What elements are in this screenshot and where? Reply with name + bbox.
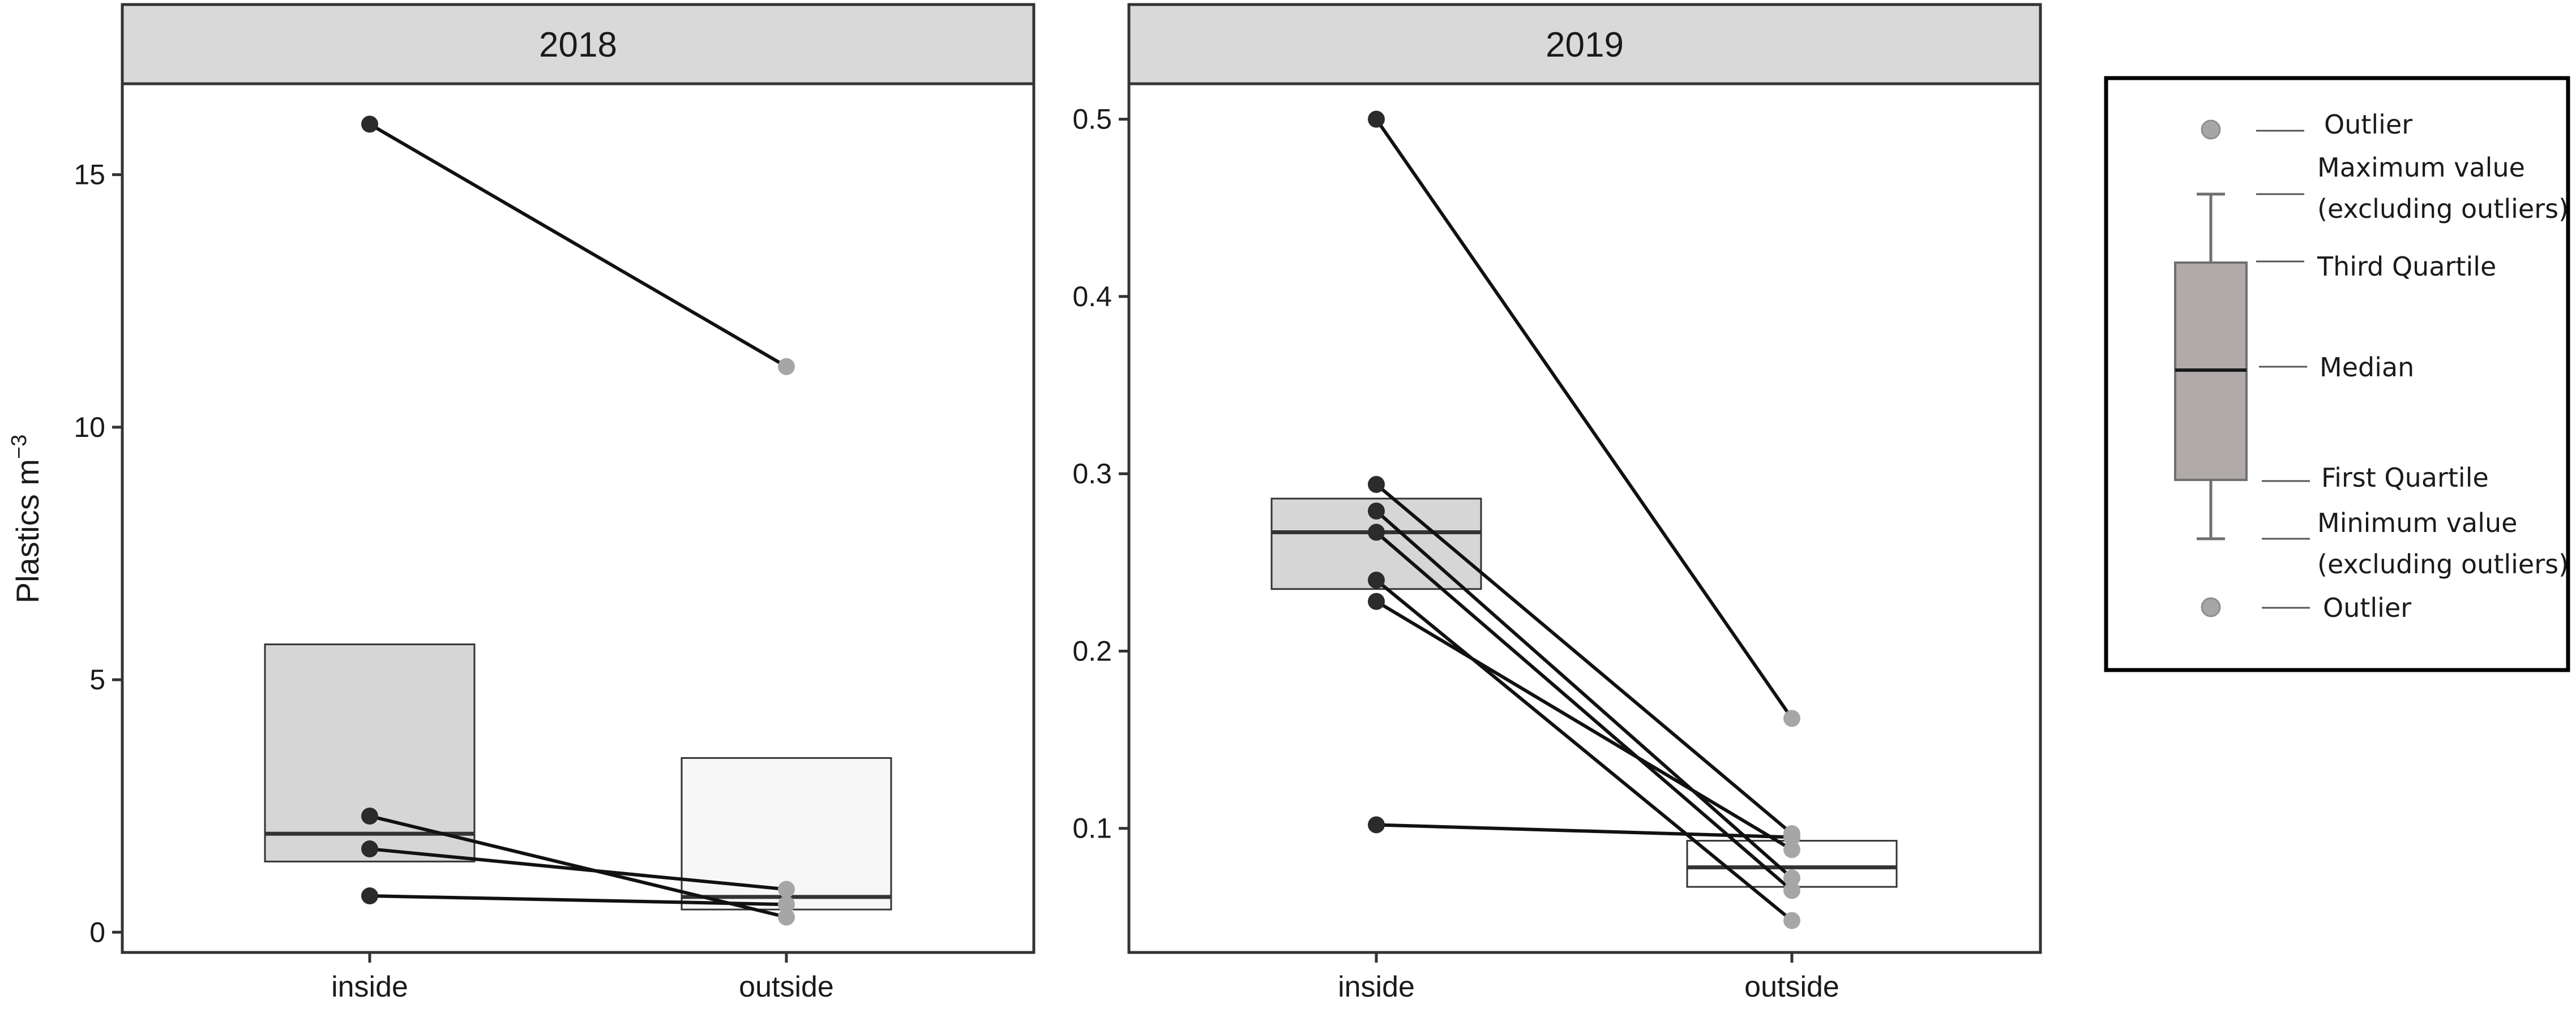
- pair-line: [369, 814, 787, 919]
- legend-label-third-quartile: Third Quartile: [2317, 251, 2496, 282]
- pair-line: [1375, 578, 1793, 922]
- point-inside: [1368, 110, 1385, 128]
- pair-line: [1375, 118, 1794, 720]
- y-axis-label-main: Plastics m: [10, 459, 45, 603]
- pair-line: [369, 122, 788, 368]
- legend-label-outlier-top: Outlier: [2324, 109, 2412, 140]
- legend-label-median: Median: [2320, 352, 2414, 383]
- point-inside: [361, 840, 378, 858]
- point-outside: [778, 358, 795, 375]
- legend-label-first-quartile: First Quartile: [2321, 462, 2489, 493]
- legend-label-minimum: Minimum value: [2317, 508, 2517, 538]
- point-outside: [1783, 869, 1800, 887]
- box-plot-legend: Outlier Maximum value (excluding outlier…: [2104, 76, 2570, 672]
- pair-line: [1375, 600, 1793, 851]
- point-outside: [1783, 841, 1800, 859]
- y-tick-label: 0.5: [1072, 104, 1112, 135]
- pair-line: [1375, 531, 1793, 892]
- pair-line: [369, 894, 787, 907]
- x-tick-label: inside: [1338, 971, 1415, 1003]
- y-axis-label-superscript: −3: [7, 435, 31, 459]
- x-tick-label: inside: [331, 971, 408, 1003]
- panel-title: 2018: [539, 25, 617, 65]
- point-outside: [778, 881, 795, 898]
- y-tick-label: 0.4: [1072, 281, 1112, 312]
- point-outside: [1783, 829, 1800, 846]
- legend-label-outlier-bottom: Outlier: [2323, 593, 2411, 623]
- point-outside: [1783, 912, 1800, 929]
- pair-line: [369, 847, 787, 891]
- panel-2019: 2019 0.1 0.2 0.3 0.4 0.5 inside outside: [1072, 3, 2042, 1003]
- y-tick-label: 0: [89, 916, 105, 948]
- point-outside: [1783, 882, 1800, 899]
- panel-strip: [121, 3, 1035, 85]
- legend-label-minimum-note: (excluding outliers): [2317, 549, 2569, 580]
- x-tick-label: outside: [1744, 971, 1839, 1003]
- y-tick-label: 15: [74, 159, 105, 191]
- point-inside: [361, 808, 378, 825]
- y-tick-label: 0.3: [1072, 458, 1112, 490]
- pair-line: [1375, 483, 1793, 835]
- legend-outlier-point-top: [2201, 119, 2221, 140]
- point-inside: [361, 115, 378, 133]
- point-inside: [1368, 523, 1385, 541]
- y-tick-label: 0.2: [1072, 635, 1112, 667]
- point-inside: [1368, 816, 1385, 834]
- pair-line: [1376, 823, 1792, 839]
- y-tick-label: 5: [89, 664, 105, 696]
- point-inside: [1368, 572, 1385, 589]
- y-tick-label: 10: [74, 411, 105, 443]
- pair-line: [1375, 509, 1793, 879]
- plot-area: [1127, 82, 2042, 954]
- x-tick-label: outside: [739, 971, 834, 1003]
- point-inside: [361, 887, 378, 905]
- point-outside: [1783, 710, 1800, 727]
- point-outside: [778, 908, 795, 926]
- panel-title: 2019: [1546, 25, 1624, 65]
- panel-2018: 2018 0 5 10 15 inside outside: [74, 3, 1035, 1003]
- legend-label-maximum: Maximum value: [2317, 152, 2525, 183]
- y-tick-label: 0.1: [1072, 813, 1112, 844]
- legend-label-maximum-note: (excluding outliers): [2317, 194, 2569, 224]
- point-inside: [1368, 502, 1385, 520]
- y-axis-label: Plastics m−3: [7, 435, 45, 603]
- panels: 2018 0 5 10 15 inside outside 2019 0.1 0.2 0.3 0.4 0…: [74, 3, 2042, 1003]
- point-outside: [778, 896, 795, 913]
- plot-area: [121, 82, 1035, 954]
- point-inside: [1368, 475, 1385, 493]
- point-inside: [1368, 593, 1385, 610]
- legend-outlier-point-bottom: [2201, 597, 2221, 617]
- panel-strip: [1127, 3, 2042, 85]
- box-inside: [264, 643, 476, 862]
